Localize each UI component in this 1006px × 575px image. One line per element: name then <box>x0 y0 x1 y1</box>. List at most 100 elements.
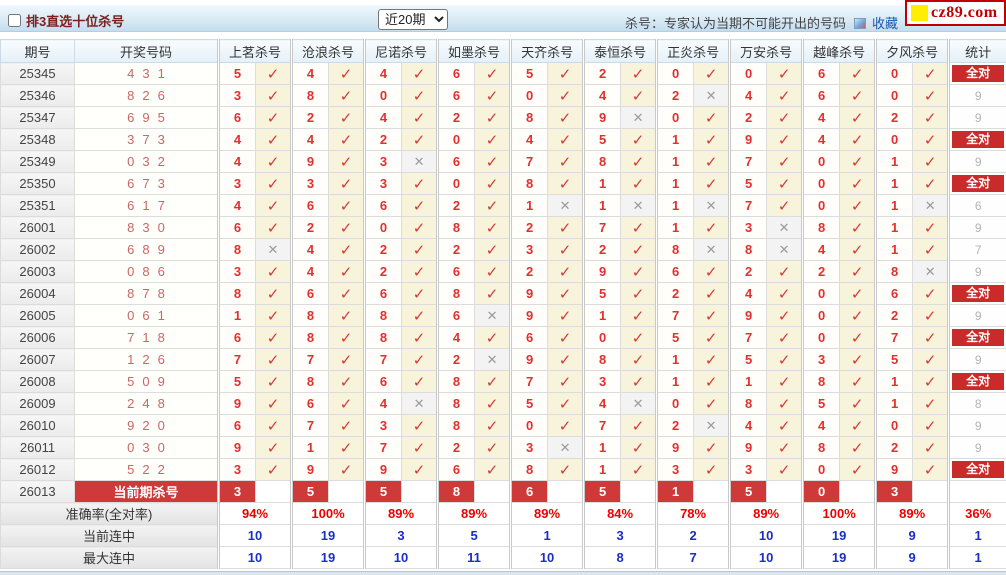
empty-result-cell <box>839 480 877 503</box>
check-result-cell: ✓ <box>254 128 293 151</box>
current-kill-number-cell: 3 <box>217 480 256 503</box>
check-result-cell: ✓ <box>401 348 439 371</box>
check-icon: ✓ <box>558 65 572 83</box>
check-icon: ✓ <box>631 131 645 149</box>
cross-result-cell: ✕ <box>620 106 658 129</box>
kill-number-cell: 2 <box>728 106 768 129</box>
kill-number-cell: 3 <box>363 172 403 195</box>
check-icon: ✓ <box>339 219 353 237</box>
empty-result-cell <box>254 480 293 503</box>
kill-number-cell: 1 <box>290 436 330 459</box>
check-result-cell: ✓ <box>912 172 950 195</box>
check-icon: ✓ <box>485 417 499 435</box>
check-result-cell: ✓ <box>620 62 658 85</box>
favorite-link[interactable]: 收藏 <box>871 16 898 31</box>
kill-number-cell: 6 <box>655 260 695 283</box>
summary-value-cell: 94% <box>216 502 293 525</box>
kill-number-cell: 8 <box>436 282 476 305</box>
table-row: 25346 826 3 ✓ 8 ✓ 0 ✓ 6 ✓ 0 ✓ 4 ✓ 2 ✕ 4 ✓ 6 ✓ 0 ✓ 9 <box>0 84 1006 107</box>
kill-number-cell: 3 <box>801 348 841 371</box>
check-result-cell: ✓ <box>693 62 731 85</box>
kill-number-cell: 7 <box>728 194 768 217</box>
cross-result-cell: ✕ <box>766 216 804 239</box>
check-icon: ✓ <box>631 373 645 391</box>
check-result-cell: ✓ <box>547 326 585 349</box>
summary-value-cell: 19 <box>801 524 877 547</box>
cross-result-cell: ✕ <box>254 238 293 261</box>
check-result-cell: ✓ <box>328 436 366 459</box>
kill-number-cell: 1 <box>874 370 914 393</box>
check-icon: ✓ <box>850 109 864 127</box>
check-icon: ✓ <box>412 219 426 237</box>
check-result-cell: ✓ <box>693 370 731 393</box>
check-result-cell: ✓ <box>474 84 512 107</box>
check-icon: ✓ <box>485 461 499 479</box>
kill-number-note: 杀号：专家认为当期不可能开出的号码 收藏 <box>625 13 898 32</box>
check-icon: ✓ <box>339 241 353 259</box>
kill-number-cell: 8 <box>436 370 476 393</box>
kill-number-cell: 5 <box>728 172 768 195</box>
kill-number-cell: 8 <box>582 150 622 173</box>
check-result-cell: ✓ <box>547 84 585 107</box>
table-row: 25345 431 5 ✓ 4 ✓ 4 ✓ 6 ✓ 5 ✓ 2 ✓ 0 ✓ 0 ✓ 6 ✓ 0 ✓ 全对 <box>0 62 1006 85</box>
check-icon: ✓ <box>412 439 426 457</box>
kill-number-cell: 8 <box>509 106 549 129</box>
current-period-row: 26013 当前期杀号 3 5 5 8 6 5 1 5 0 3 <box>0 480 1006 503</box>
summary-label-cell: 最大连中 <box>0 546 219 569</box>
check-icon: ✓ <box>558 153 572 171</box>
kill-number-cell: 6 <box>217 216 256 239</box>
all-correct-badge: 全对 <box>952 131 1005 148</box>
check-result-cell: ✓ <box>912 150 950 173</box>
kill-number-cell: 6 <box>436 458 476 481</box>
site-logo[interactable]: cz89.com <box>905 0 1006 26</box>
current-kill-number-cell: 6 <box>509 480 549 503</box>
kill-number-cell: 6 <box>363 282 403 305</box>
kill-number-cell: 9 <box>728 304 768 327</box>
check-result-cell: ✓ <box>328 392 366 415</box>
check-icon: ✓ <box>485 285 499 303</box>
favorite-icon[interactable] <box>853 18 866 29</box>
check-icon: ✓ <box>704 175 718 193</box>
kill-number-cell: 4 <box>217 128 256 151</box>
check-icon: ✓ <box>850 87 864 105</box>
check-icon: ✓ <box>850 461 864 479</box>
cross-icon: ✕ <box>486 351 498 367</box>
check-result-cell: ✓ <box>912 458 950 481</box>
check-icon: ✓ <box>412 131 426 149</box>
stat-count: 6 <box>974 199 982 213</box>
cross-icon: ✕ <box>924 197 936 213</box>
check-icon: ✓ <box>631 439 645 457</box>
check-icon: ✓ <box>850 175 864 193</box>
check-result-cell: ✓ <box>547 106 585 129</box>
kill-number-cell: 6 <box>363 370 403 393</box>
check-result-cell: ✓ <box>254 348 293 371</box>
check-icon: ✓ <box>266 439 280 457</box>
table-row: 26011 030 9 ✓ 1 ✓ 7 ✓ 2 ✓ 3 ✕ 1 ✓ 9 ✓ 9 ✓ 8 ✓ 2 ✓ 9 <box>0 436 1006 459</box>
kill-number-cell: 9 <box>290 150 330 173</box>
check-icon: ✓ <box>704 65 718 83</box>
period-cell: 26004 <box>0 282 75 305</box>
check-result-cell: ✓ <box>912 326 950 349</box>
check-result-cell: ✓ <box>912 238 950 261</box>
summary-value-cell: 89% <box>363 502 439 525</box>
kill-number-cell: 1 <box>582 194 622 217</box>
check-icon: ✓ <box>339 263 353 281</box>
kill-number-cell: 1 <box>655 370 695 393</box>
cross-result-cell: ✕ <box>912 260 950 283</box>
kill-number-cell: 1 <box>655 128 695 151</box>
check-result-cell: ✓ <box>474 150 512 173</box>
period-cell: 26002 <box>0 238 75 261</box>
kill-number-cell: 8 <box>436 414 476 437</box>
check-icon: ✓ <box>266 417 280 435</box>
kill-number-cell: 4 <box>290 260 330 283</box>
check-result-cell: ✓ <box>474 370 512 393</box>
check-result-cell: ✓ <box>839 128 877 151</box>
kill-number-cell: 7 <box>509 150 549 173</box>
check-result-cell: ✓ <box>328 414 366 437</box>
period-range-select[interactable]: 近20期 <box>378 9 448 30</box>
section-checkbox[interactable] <box>8 14 21 27</box>
kill-number-cell: 4 <box>217 150 256 173</box>
check-result-cell: ✓ <box>620 348 658 371</box>
check-result-cell: ✓ <box>912 106 950 129</box>
check-icon: ✓ <box>339 351 353 369</box>
